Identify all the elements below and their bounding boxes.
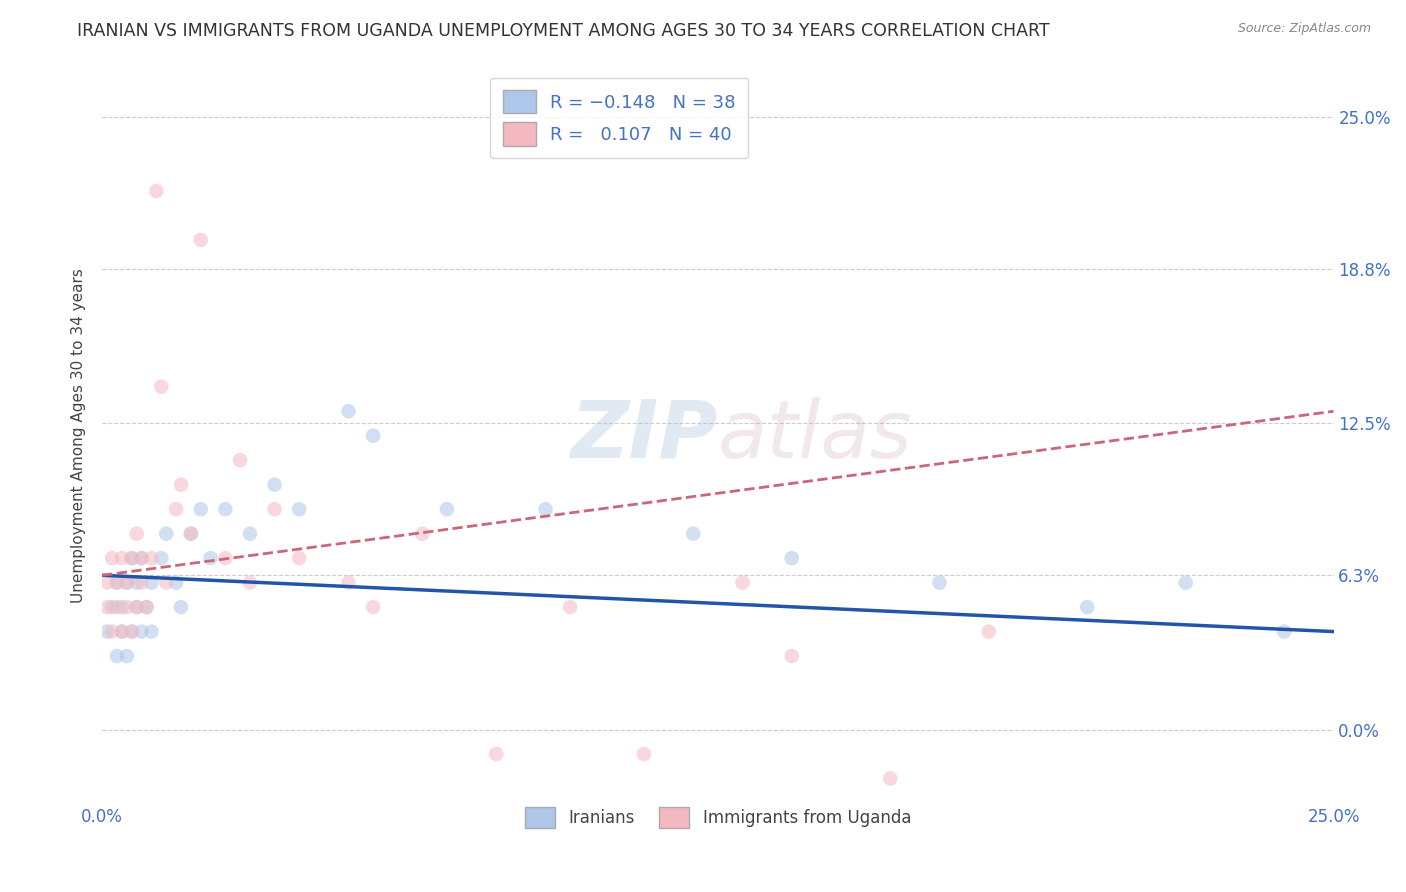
Point	[214, 551, 236, 566]
Point	[125, 600, 148, 615]
Point	[105, 600, 128, 615]
Point	[534, 502, 557, 516]
Point	[170, 600, 193, 615]
Point	[125, 600, 148, 615]
Point	[115, 575, 138, 590]
Point	[263, 502, 285, 516]
Point	[141, 575, 163, 590]
Point	[731, 575, 754, 590]
Point	[111, 624, 134, 639]
Point	[121, 551, 143, 566]
Point	[111, 551, 134, 566]
Point	[411, 526, 433, 541]
Point	[111, 600, 134, 615]
Point	[780, 649, 803, 664]
Point	[115, 649, 138, 664]
Point	[1272, 624, 1295, 639]
Text: ZIP: ZIP	[571, 397, 718, 475]
Point	[96, 624, 118, 639]
Point	[101, 624, 124, 639]
Point	[121, 624, 143, 639]
Point	[155, 526, 177, 541]
Point	[105, 649, 128, 664]
Point	[135, 600, 157, 615]
Point	[105, 575, 128, 590]
Point	[115, 600, 138, 615]
Point	[131, 624, 153, 639]
Point	[977, 624, 1000, 639]
Point	[288, 551, 311, 566]
Point	[150, 551, 173, 566]
Point	[125, 526, 148, 541]
Point	[96, 600, 118, 615]
Legend: Iranians, Immigrants from Uganda: Iranians, Immigrants from Uganda	[517, 800, 918, 835]
Point	[105, 575, 128, 590]
Point	[121, 624, 143, 639]
Point	[165, 575, 187, 590]
Point	[141, 551, 163, 566]
Point	[879, 772, 901, 786]
Point	[131, 575, 153, 590]
Point	[96, 575, 118, 590]
Point	[200, 551, 222, 566]
Point	[337, 404, 360, 418]
Point	[101, 551, 124, 566]
Point	[121, 551, 143, 566]
Point	[214, 502, 236, 516]
Point	[190, 233, 212, 247]
Point	[170, 477, 193, 491]
Point	[135, 600, 157, 615]
Point	[633, 747, 655, 761]
Point	[288, 502, 311, 516]
Text: atlas: atlas	[718, 397, 912, 475]
Point	[928, 575, 950, 590]
Point	[155, 575, 177, 590]
Text: Source: ZipAtlas.com: Source: ZipAtlas.com	[1237, 22, 1371, 36]
Point	[131, 551, 153, 566]
Point	[239, 575, 262, 590]
Point	[150, 380, 173, 394]
Point	[229, 453, 252, 467]
Point	[436, 502, 458, 516]
Point	[115, 575, 138, 590]
Point	[145, 184, 167, 198]
Point	[361, 428, 384, 442]
Point	[780, 551, 803, 566]
Point	[111, 624, 134, 639]
Point	[180, 526, 202, 541]
Point	[239, 526, 262, 541]
Point	[131, 551, 153, 566]
Point	[361, 600, 384, 615]
Point	[190, 502, 212, 516]
Point	[180, 526, 202, 541]
Point	[1174, 575, 1197, 590]
Point	[101, 600, 124, 615]
Point	[263, 477, 285, 491]
Point	[165, 502, 187, 516]
Text: IRANIAN VS IMMIGRANTS FROM UGANDA UNEMPLOYMENT AMONG AGES 30 TO 34 YEARS CORRELA: IRANIAN VS IMMIGRANTS FROM UGANDA UNEMPL…	[77, 22, 1050, 40]
Point	[485, 747, 508, 761]
Point	[1076, 600, 1098, 615]
Y-axis label: Unemployment Among Ages 30 to 34 years: Unemployment Among Ages 30 to 34 years	[72, 268, 86, 603]
Point	[682, 526, 704, 541]
Point	[141, 624, 163, 639]
Point	[558, 600, 581, 615]
Point	[125, 575, 148, 590]
Point	[337, 575, 360, 590]
